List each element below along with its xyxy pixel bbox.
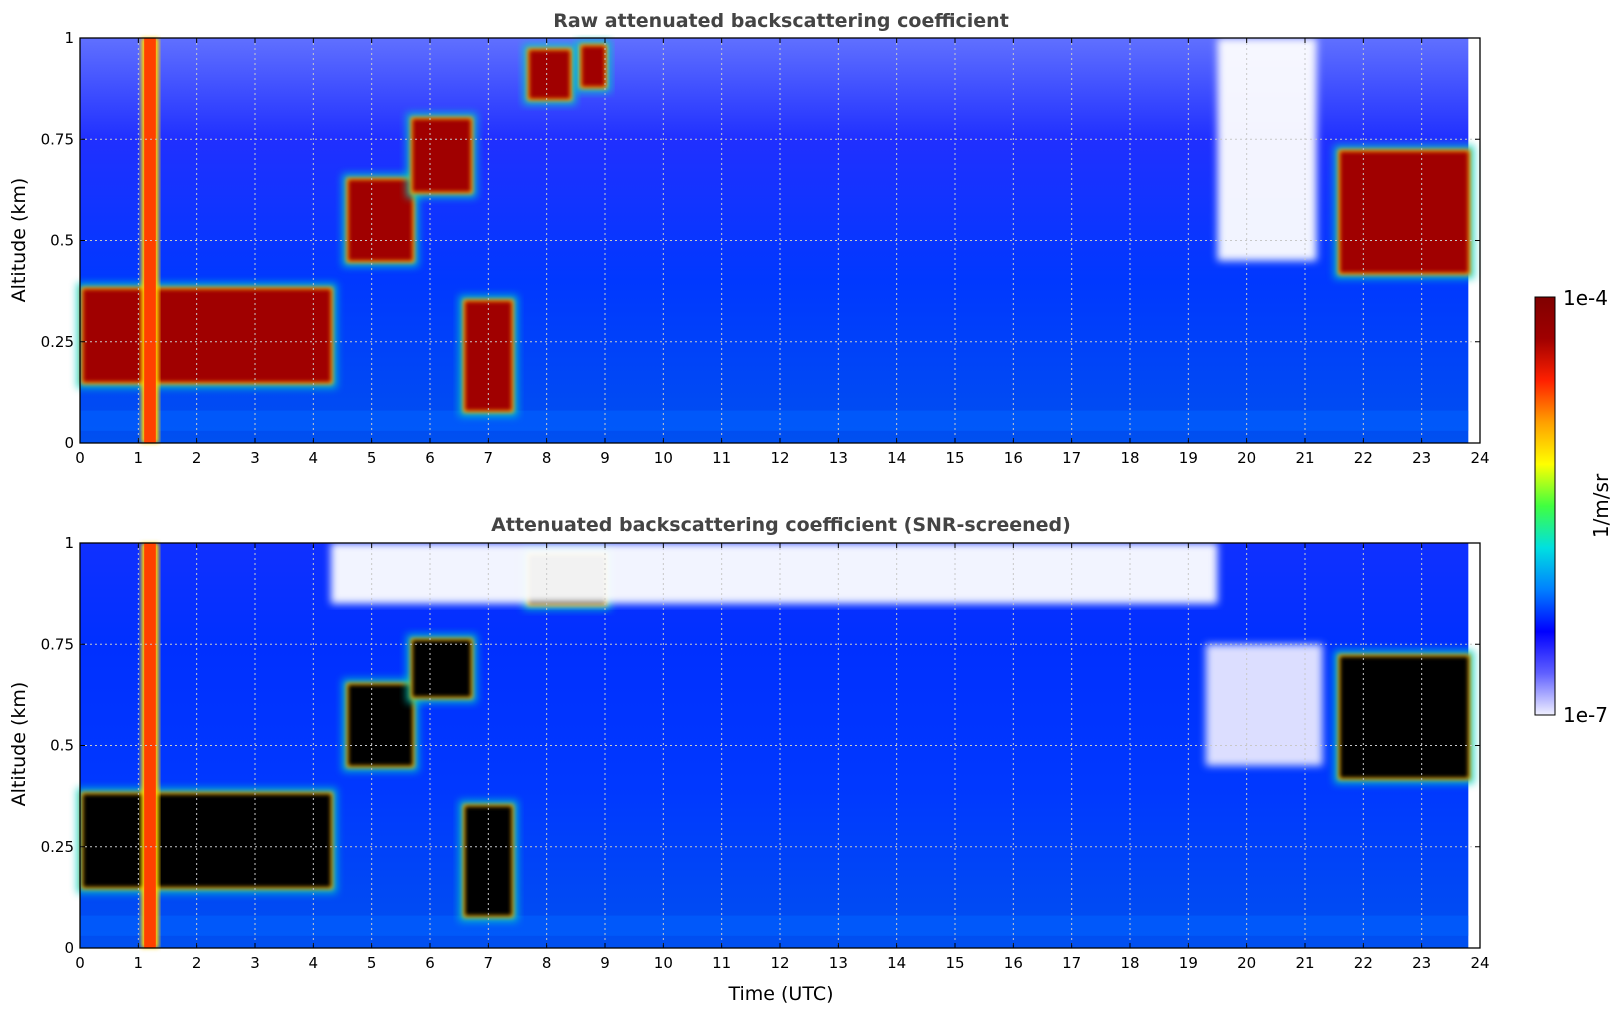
y-tick-label: 0 bbox=[64, 434, 74, 452]
heatmap-feature-screened-region bbox=[330, 543, 1218, 604]
x-tick-label: 8 bbox=[542, 954, 552, 972]
panel-bottom-grid bbox=[80, 543, 1480, 948]
x-tick-label: 5 bbox=[367, 449, 377, 467]
x-tick-label: 24 bbox=[1470, 954, 1489, 972]
x-tick-label: 10 bbox=[654, 449, 673, 467]
x-tick-label: 11 bbox=[712, 954, 731, 972]
x-tick-label: 19 bbox=[1179, 954, 1198, 972]
x-tick-label: 7 bbox=[484, 449, 494, 467]
x-tick-label: 12 bbox=[770, 449, 789, 467]
x-tick-label: 16 bbox=[1004, 449, 1023, 467]
panel-top-ticks: 0 1 2 3 4 5 6 7 8 9 10 11 12 13 14 15 16 17 18 19 20 21 22 23 24… bbox=[41, 29, 1490, 467]
x-tick-label: 9 bbox=[600, 954, 610, 972]
panel-top-title: Raw attenuated backscattering coefficien… bbox=[553, 10, 1009, 32]
x-tick-label: 3 bbox=[250, 449, 260, 467]
x-tick-label: 19 bbox=[1179, 449, 1198, 467]
panel-top-grid bbox=[80, 38, 1480, 443]
heatmap-feature-dense-layer bbox=[406, 113, 477, 198]
x-tick-label: 9 bbox=[600, 449, 610, 467]
heatmap-feature-dense-layer bbox=[76, 788, 337, 894]
x-tick-label: 4 bbox=[309, 449, 319, 467]
x-tick-label: 17 bbox=[1062, 954, 1081, 972]
x-tick-label: 3 bbox=[250, 954, 260, 972]
x-tick-label: 2 bbox=[192, 449, 202, 467]
colorbar-max-label: 1e-4 bbox=[1563, 286, 1608, 310]
x-tick-label: 14 bbox=[887, 954, 906, 972]
x-tick-label: 10 bbox=[654, 954, 673, 972]
x-tick-label: 20 bbox=[1237, 449, 1256, 467]
heatmap-feature-dense-layer bbox=[1334, 650, 1475, 784]
heatmap-feature-dense-layer bbox=[1334, 145, 1475, 279]
panel-bottom-ticks: 0 1 2 3 4 5 6 7 8 9 10 11 12 13 14 15 16 17 18 19 20 21 22 23 24… bbox=[41, 534, 1490, 972]
y-tick-label: 0.5 bbox=[50, 232, 74, 250]
heatmap-feature-dense-layer bbox=[575, 40, 611, 93]
x-tick-label: 24 bbox=[1470, 449, 1489, 467]
x-tick-label: 14 bbox=[887, 449, 906, 467]
x-tick-label: 16 bbox=[1004, 954, 1023, 972]
heatmap-surface-band bbox=[80, 915, 1469, 936]
x-tick-label: 0 bbox=[75, 449, 85, 467]
heatmap-feature-clear-region bbox=[1217, 38, 1317, 261]
heatmap-feature-dense-layer bbox=[523, 44, 576, 105]
y-tick-label: 1 bbox=[64, 29, 74, 47]
x-tick-label: 1 bbox=[134, 449, 144, 467]
x-tick-label: 21 bbox=[1295, 449, 1314, 467]
x-tick-label: 6 bbox=[425, 449, 435, 467]
x-tick-label: 23 bbox=[1412, 954, 1431, 972]
x-tick-label: 7 bbox=[484, 954, 494, 972]
y-tick-label: 0.25 bbox=[41, 333, 74, 351]
colorbar-label: 1/m/sr bbox=[1589, 473, 1613, 538]
y-tick-label: 0.75 bbox=[41, 635, 74, 653]
x-tick-label: 20 bbox=[1237, 954, 1256, 972]
x-tick-label: 18 bbox=[1120, 449, 1139, 467]
y-tick-label: 0 bbox=[64, 939, 74, 957]
x-tick-label: 23 bbox=[1412, 449, 1431, 467]
x-tick-label: 8 bbox=[542, 449, 552, 467]
x-tick-label: 18 bbox=[1120, 954, 1139, 972]
x-tick-label: 2 bbox=[192, 954, 202, 972]
colorbar-gradient bbox=[1534, 296, 1556, 716]
heatmap-feature-dense-layer bbox=[76, 283, 337, 389]
colorbar: 1e-4 1e-7 1/m/sr bbox=[1534, 286, 1613, 727]
x-tick-label: 15 bbox=[945, 954, 964, 972]
colorbar-min-label: 1e-7 bbox=[1563, 703, 1608, 727]
heatmap-feature-dense-layer bbox=[342, 173, 419, 267]
x-tick-label: 21 bbox=[1295, 954, 1314, 972]
x-tick-label: 13 bbox=[829, 449, 848, 467]
heatmap-surface-band bbox=[80, 410, 1469, 431]
x-tick-label: 22 bbox=[1354, 954, 1373, 972]
panel-bottom-xlabel: Time (UTC) bbox=[727, 983, 833, 1005]
panel-top: Raw attenuated backscattering coefficien… bbox=[8, 10, 1490, 467]
heatmap-feature-dense-layer bbox=[342, 678, 419, 772]
x-tick-label: 5 bbox=[367, 954, 377, 972]
x-tick-label: 1 bbox=[134, 954, 144, 972]
x-tick-label: 22 bbox=[1354, 449, 1373, 467]
y-tick-label: 1 bbox=[64, 534, 74, 552]
heatmap-feature-dense-layer bbox=[459, 800, 518, 922]
panel-bottom-ylabel: Altitude (km) bbox=[8, 682, 30, 807]
x-tick-label: 12 bbox=[770, 954, 789, 972]
x-tick-label: 4 bbox=[309, 954, 319, 972]
x-tick-label: 6 bbox=[425, 954, 435, 972]
heatmap-feature-dense-layer bbox=[406, 634, 477, 703]
x-tick-label: 15 bbox=[945, 449, 964, 467]
y-tick-label: 0.75 bbox=[41, 130, 74, 148]
panel-bottom-title: Attenuated backscattering coefficient (S… bbox=[491, 514, 1071, 536]
x-tick-label: 13 bbox=[829, 954, 848, 972]
y-tick-label: 0.5 bbox=[50, 737, 74, 755]
x-tick-label: 11 bbox=[712, 449, 731, 467]
x-tick-label: 17 bbox=[1062, 449, 1081, 467]
panel-bottom: Attenuated backscattering coefficient (S… bbox=[8, 514, 1490, 1005]
panel-top-ylabel: Altitude (km) bbox=[8, 178, 30, 303]
y-tick-label: 0.25 bbox=[41, 838, 74, 856]
x-tick-label: 0 bbox=[75, 954, 85, 972]
